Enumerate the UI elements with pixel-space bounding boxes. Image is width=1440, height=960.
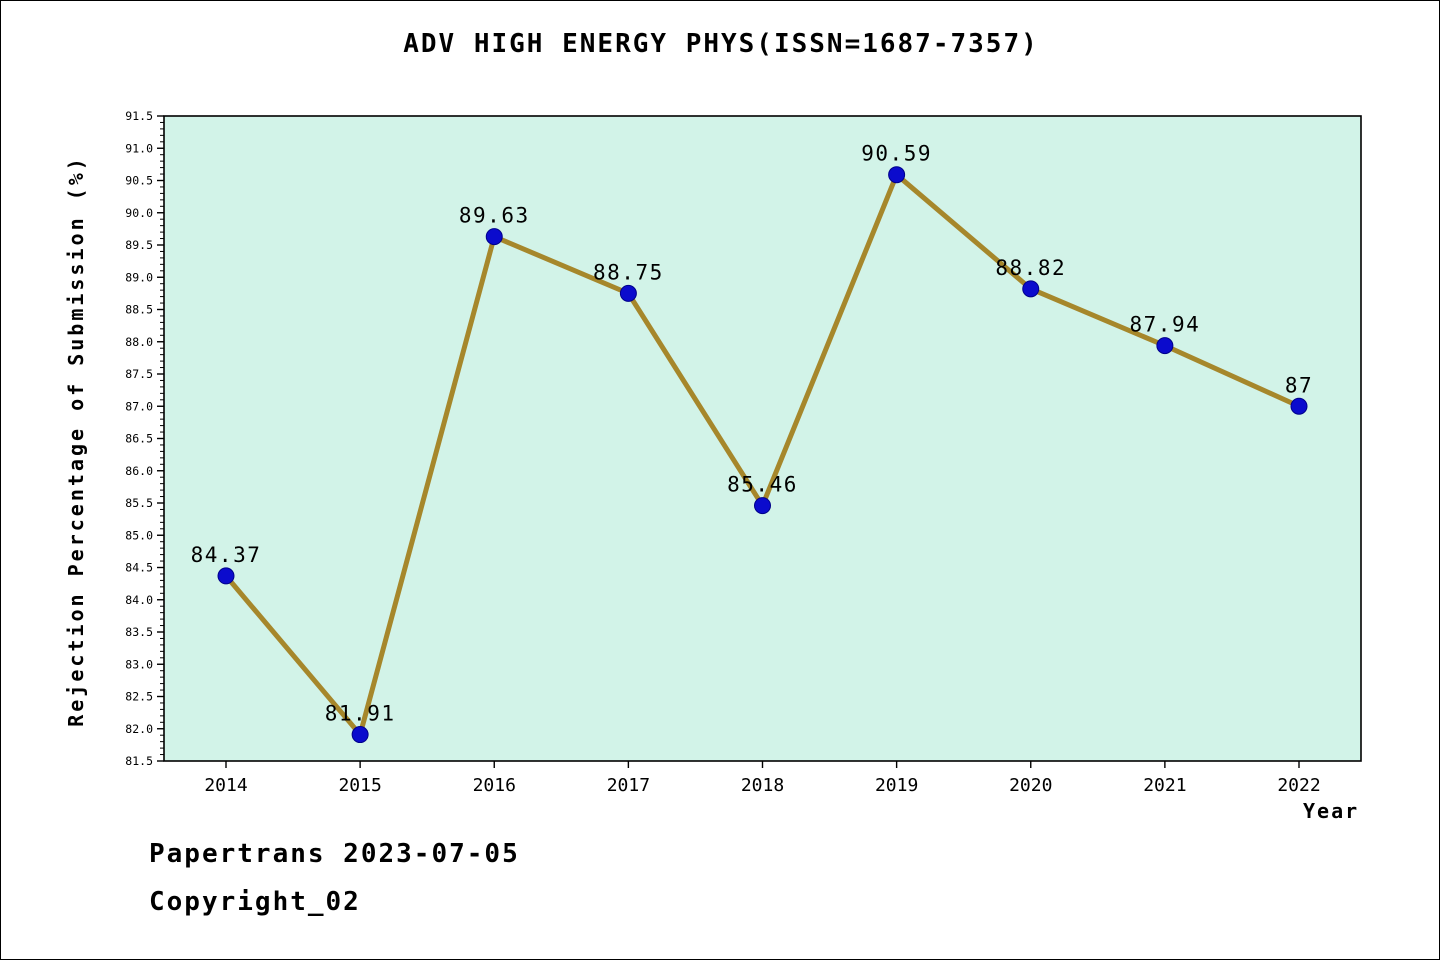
y-tick-label: 86.5 <box>125 432 153 446</box>
y-tick-label: 82.0 <box>125 722 153 736</box>
x-tick-label: 2016 <box>473 775 516 796</box>
y-tick-label: 88.5 <box>125 303 153 317</box>
data-point <box>217 567 235 585</box>
x-tick-label: 2017 <box>607 775 650 796</box>
y-tick-label: 86.0 <box>125 464 153 478</box>
y-tick-label: 89.5 <box>125 238 153 252</box>
x-axis-label: Year <box>1303 799 1360 823</box>
data-point <box>351 726 369 744</box>
y-tick-label: 84.5 <box>125 561 153 575</box>
x-tick-label: 2022 <box>1277 775 1320 796</box>
x-tick-label: 2018 <box>741 775 784 796</box>
data-point <box>1156 337 1174 355</box>
data-point-label: 89.63 <box>459 204 530 228</box>
y-tick-label: 82.5 <box>125 690 153 704</box>
y-tick-label: 87.0 <box>125 399 153 413</box>
y-tick-label: 84.0 <box>125 593 153 607</box>
y-tick-label: 85.5 <box>125 496 153 510</box>
data-point-label: 81.91 <box>325 702 396 726</box>
y-tick-label: 87.5 <box>125 367 153 381</box>
y-tick-label: 83.0 <box>125 657 153 671</box>
plot-background <box>164 116 1361 761</box>
y-tick-label: 81.5 <box>125 754 153 768</box>
footer-source-date: Papertrans 2023-07-05 <box>149 839 520 869</box>
data-point-label: 88.75 <box>593 260 664 284</box>
data-point <box>1290 397 1308 415</box>
y-tick-label: 91.5 <box>125 109 153 123</box>
y-tick-label: 91.0 <box>125 141 153 155</box>
data-point-label: 85.46 <box>727 473 798 497</box>
chart-title: ADV HIGH ENERGY PHYS(ISSN=1687-7357) <box>403 29 1039 59</box>
y-tick-label: 85.0 <box>125 528 153 542</box>
y-tick-label: 83.5 <box>125 625 153 639</box>
y-tick-label: 90.0 <box>125 206 153 220</box>
y-tick-label: 90.5 <box>125 174 153 188</box>
y-tick-label: 88.0 <box>125 335 153 349</box>
footer-copyright: Copyright_02 <box>149 887 361 917</box>
x-tick-label: 2021 <box>1143 775 1186 796</box>
data-point <box>619 284 637 302</box>
data-point <box>1022 280 1040 298</box>
x-tick-label: 2019 <box>875 775 918 796</box>
data-point-label: 88.82 <box>995 256 1066 280</box>
data-point-label: 87.94 <box>1130 313 1201 337</box>
data-point-label: 87 <box>1285 373 1313 397</box>
data-point-label: 84.37 <box>191 543 262 567</box>
data-point <box>754 497 771 515</box>
x-tick-label: 2020 <box>1009 775 1052 796</box>
x-tick-label: 2014 <box>204 775 247 796</box>
y-tick-label: 89.0 <box>125 270 153 284</box>
data-point-label: 90.59 <box>861 142 932 166</box>
x-tick-label: 2015 <box>338 775 381 796</box>
plot-border <box>163 115 1362 762</box>
data-point <box>888 166 906 184</box>
data-point <box>485 228 503 246</box>
